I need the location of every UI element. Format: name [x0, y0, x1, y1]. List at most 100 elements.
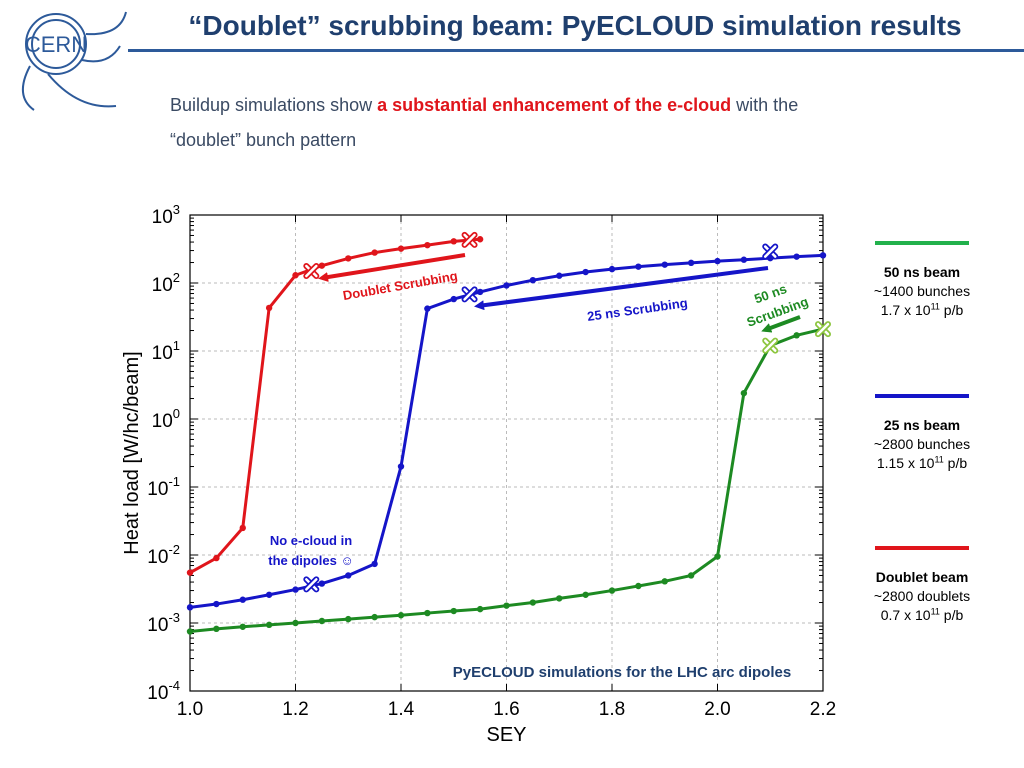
x-axis-label: SEY: [486, 724, 526, 746]
scrubbing-marker: [461, 231, 478, 248]
data-point: [292, 586, 299, 593]
data-point: [318, 262, 326, 269]
data-point: [608, 265, 616, 273]
legend-name-50ns: 50 ns beam: [883, 264, 961, 280]
title-rule: [128, 49, 1024, 52]
y-tick-label: 102: [152, 270, 180, 296]
data-point: [292, 272, 299, 279]
data-point: [661, 578, 668, 585]
data-point: [714, 257, 721, 265]
data-point: [450, 295, 457, 303]
x-tick-label: 1.4: [388, 699, 415, 720]
subtitle-before: Buildup simulations show: [170, 95, 378, 115]
series-line-0: [189, 237, 481, 574]
y-tick-label: 101: [152, 338, 180, 364]
data-point: [345, 615, 352, 623]
data-point: [318, 617, 326, 625]
data-point: [635, 582, 642, 590]
x-tick-label: 2.0: [704, 699, 730, 720]
data-point: [793, 253, 800, 260]
data-point: [556, 595, 563, 602]
data-point: [397, 612, 405, 619]
legend-intensity-doublet: 0.7 x 1011 p/b: [880, 606, 964, 623]
data-point: [740, 256, 748, 263]
data-point: [582, 268, 589, 276]
data-point: [186, 604, 194, 611]
data-point: [476, 236, 484, 243]
scrubbing-marker: [303, 263, 320, 280]
arrow-50ns-scrubbing: [761, 315, 801, 333]
data-point: [503, 282, 510, 289]
data-point: [424, 241, 431, 249]
y-tick-label: 10-4: [147, 678, 180, 704]
data-point: [213, 554, 220, 562]
subtitle-after: with the: [731, 95, 799, 115]
data-point: [345, 255, 352, 262]
logo-text: CERN: [25, 32, 87, 57]
data-point: [424, 609, 431, 617]
data-point: [318, 580, 326, 587]
y-tick-label: 10-2: [147, 542, 180, 568]
data-point: [265, 304, 273, 312]
data-point: [397, 245, 405, 252]
data-point: [239, 524, 246, 532]
data-point: [450, 238, 457, 245]
legend-line-doublet: [875, 546, 969, 550]
scrubbing-marker: [303, 576, 320, 593]
legend-count-doublet: ~2800 doublets: [873, 588, 971, 604]
data-point: [635, 263, 642, 270]
data-point: [687, 259, 695, 267]
data-point: [265, 591, 273, 598]
legend-line-50ns: [875, 241, 969, 245]
data-point: [371, 613, 378, 621]
legend-count-50ns: ~1400 bunches: [873, 283, 971, 299]
legend-doublet: Doublet beam ~2800 doublets 0.7 x 1011 p…: [852, 546, 992, 625]
y-tick-label: 10-3: [147, 610, 180, 636]
legend-line-25ns: [875, 394, 969, 398]
legend-25ns: 25 ns beam ~2800 bunches 1.15 x 1011 p/b: [852, 394, 992, 473]
data-point: [661, 261, 668, 268]
cern-logo: CERN: [22, 11, 127, 111]
data-point: [608, 587, 616, 594]
y-axis-label: Heat load [W/hc/beam]: [121, 351, 143, 554]
x-tick-label: 2.2: [810, 699, 836, 720]
data-point: [345, 572, 352, 579]
scrubbing-marker: [762, 243, 779, 260]
subtitle: Buildup simulations show a substantial e…: [170, 88, 930, 158]
data-point: [503, 602, 510, 609]
data-point: [292, 619, 299, 627]
y-tick-label: 10-1: [147, 474, 180, 500]
data-point: [819, 252, 827, 259]
x-tick-label: 1.8: [599, 699, 625, 720]
data-point: [213, 600, 220, 608]
data-point: [371, 560, 378, 568]
data-point: [582, 591, 589, 598]
data-point: [556, 272, 563, 279]
subtitle-line2: “doublet” bunch pattern: [170, 130, 357, 150]
data-point: [793, 332, 800, 339]
legend-name-25ns: 25 ns beam: [883, 417, 961, 433]
annotation-pyecloud-note: PyECLOUD simulations for the LHC arc dip…: [453, 664, 791, 681]
data-point: [740, 389, 748, 397]
data-point: [186, 569, 194, 576]
legend-50ns: 50 ns beam ~1400 bunches 1.7 x 1011 p/b: [852, 241, 992, 320]
slide-title: “Doublet” scrubbing beam: PyECLOUD simul…: [188, 10, 962, 41]
annotation-no-ecloud-line1: No e-cloud in: [270, 533, 352, 548]
subtitle-highlight: a substantial enhancement of the e-cloud: [377, 95, 732, 115]
data-point: [397, 463, 405, 470]
data-point: [424, 305, 431, 312]
x-tick-label: 1.2: [282, 699, 308, 720]
data-point: [476, 288, 484, 296]
data-point: [239, 623, 246, 630]
data-point: [529, 599, 537, 606]
scrubbing-marker: [461, 286, 478, 303]
data-point: [476, 605, 484, 613]
scrubbing-marker: [815, 321, 831, 338]
data-point: [213, 625, 220, 633]
scrubbing-marker: [762, 337, 779, 354]
y-tick-label: 100: [152, 406, 180, 432]
data-point: [529, 276, 537, 284]
legend-intensity-50ns: 1.7 x 1011 p/b: [880, 301, 964, 318]
x-tick-label: 1.6: [493, 699, 519, 720]
